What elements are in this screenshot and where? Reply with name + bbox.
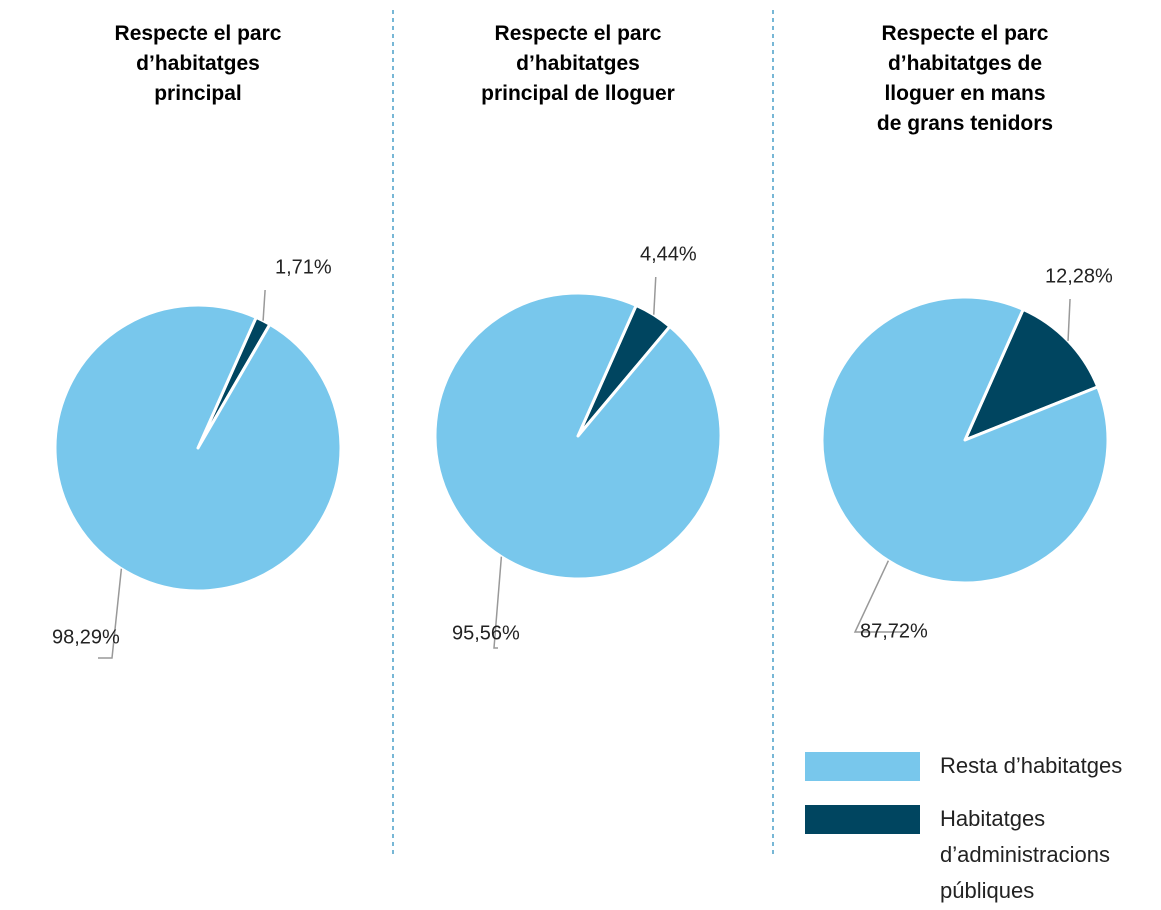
legend-swatch <box>805 752 920 781</box>
value-label: 98,29% <box>52 626 120 648</box>
chart-title: Respecte el parc d’habitatges de lloguer… <box>876 22 1054 135</box>
legend-label: Habitatges d’administracions públiques <box>940 806 1110 903</box>
legend-label: Resta d’habitatges <box>940 753 1123 778</box>
value-label: 1,71% <box>275 256 332 278</box>
leader-line <box>493 556 503 649</box>
chart-title: Respecte el parc d’habitatges principal … <box>481 22 675 105</box>
value-label: 12,28% <box>1045 265 1113 287</box>
value-label: 87,72% <box>860 620 928 642</box>
leader-line <box>262 289 266 321</box>
value-label: 95,56% <box>452 622 520 644</box>
pie-slice <box>433 291 723 581</box>
pie-slice <box>53 303 343 593</box>
pie-slice <box>820 295 1110 585</box>
leader-line <box>853 560 906 633</box>
value-label: 4,44% <box>640 243 697 265</box>
leader-line <box>653 276 657 315</box>
leader-line <box>98 568 123 659</box>
chart-title: Respecte el parc d’habitatges principal <box>114 22 282 105</box>
leader-line <box>1067 298 1071 341</box>
legend-swatch <box>805 805 920 834</box>
